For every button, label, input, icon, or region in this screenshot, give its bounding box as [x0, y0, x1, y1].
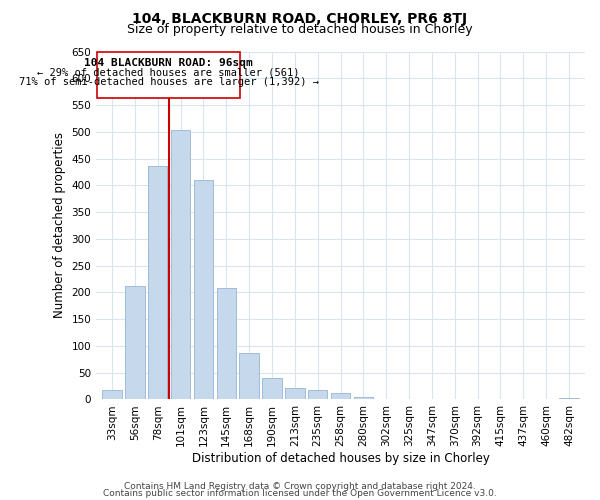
- Text: 104, BLACKBURN ROAD, CHORLEY, PR6 8TJ: 104, BLACKBURN ROAD, CHORLEY, PR6 8TJ: [133, 12, 467, 26]
- Bar: [171, 130, 190, 400]
- Bar: [102, 390, 122, 400]
- Text: Contains public sector information licensed under the Open Government Licence v3: Contains public sector information licen…: [103, 489, 497, 498]
- Bar: [262, 378, 281, 400]
- Bar: [125, 286, 145, 400]
- Text: ← 29% of detached houses are smaller (561): ← 29% of detached houses are smaller (56…: [37, 68, 300, 78]
- X-axis label: Distribution of detached houses by size in Chorley: Distribution of detached houses by size …: [191, 452, 490, 465]
- Bar: [353, 397, 373, 400]
- Bar: [148, 166, 167, 400]
- Bar: [239, 353, 259, 400]
- Bar: [331, 393, 350, 400]
- Text: 104 BLACKBURN ROAD: 96sqm: 104 BLACKBURN ROAD: 96sqm: [84, 58, 253, 68]
- FancyBboxPatch shape: [97, 52, 240, 98]
- Bar: [194, 180, 213, 400]
- Bar: [217, 288, 236, 400]
- Text: Size of property relative to detached houses in Chorley: Size of property relative to detached ho…: [127, 24, 473, 36]
- Text: Contains HM Land Registry data © Crown copyright and database right 2024.: Contains HM Land Registry data © Crown c…: [124, 482, 476, 491]
- Bar: [285, 388, 305, 400]
- Bar: [559, 398, 579, 400]
- Y-axis label: Number of detached properties: Number of detached properties: [53, 132, 66, 318]
- Bar: [308, 390, 328, 400]
- Text: 71% of semi-detached houses are larger (1,392) →: 71% of semi-detached houses are larger (…: [19, 77, 319, 87]
